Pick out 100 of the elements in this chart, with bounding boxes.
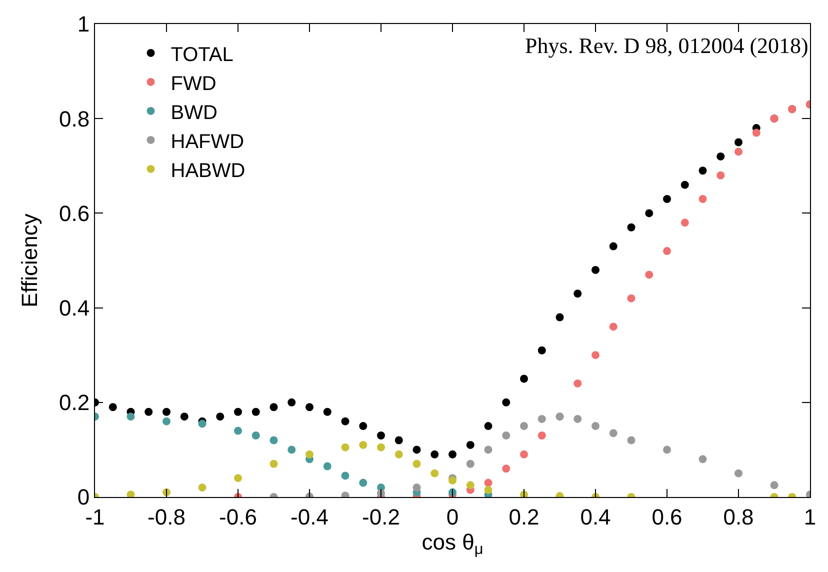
point — [412, 446, 421, 454]
point — [323, 408, 332, 416]
point — [288, 398, 296, 406]
point — [144, 408, 153, 416]
point — [394, 436, 403, 444]
point — [663, 247, 671, 256]
point — [341, 472, 350, 480]
point — [126, 412, 135, 421]
point — [734, 138, 742, 146]
point — [502, 398, 510, 406]
point — [627, 436, 636, 444]
point — [484, 446, 492, 454]
point — [592, 266, 600, 274]
y-tick-label: 0.2 — [59, 390, 90, 416]
point — [306, 450, 314, 458]
point — [198, 420, 206, 428]
point — [377, 432, 385, 440]
legend-label: HAFWD — [170, 130, 244, 153]
point — [538, 346, 546, 354]
x-tick-label: 0.4 — [580, 504, 611, 530]
point — [252, 432, 260, 440]
point — [520, 490, 528, 497]
point — [556, 313, 564, 322]
point — [306, 403, 314, 412]
point — [520, 422, 528, 430]
point — [663, 195, 671, 204]
point — [663, 446, 671, 454]
y-axis-title: Efficiency — [16, 214, 42, 308]
point — [574, 414, 582, 423]
y-tick-label: 1 — [77, 12, 90, 37]
legend-label: HABWD — [170, 160, 246, 182]
point — [234, 474, 242, 482]
legend-label: TOTAL — [170, 44, 234, 66]
point — [574, 379, 582, 388]
x-tick-label: 1 — [804, 504, 816, 530]
point — [234, 408, 242, 416]
point — [716, 152, 725, 160]
point — [680, 180, 689, 189]
point — [359, 478, 368, 487]
y-tick-label: 0.8 — [59, 106, 90, 132]
point — [162, 408, 170, 416]
x-tick-label: -0.4 — [290, 504, 328, 530]
point — [574, 290, 582, 298]
point — [752, 128, 760, 137]
point — [430, 450, 439, 458]
point — [716, 171, 725, 180]
point — [502, 464, 510, 473]
point — [216, 412, 224, 421]
y-tick-label: 0.4 — [59, 296, 90, 320]
point — [288, 446, 296, 454]
point — [520, 450, 528, 458]
point — [538, 432, 546, 440]
point — [645, 270, 654, 279]
point — [341, 417, 350, 426]
point — [770, 481, 778, 490]
x-tick-label: 0.8 — [723, 504, 754, 530]
point — [609, 242, 618, 250]
point — [162, 417, 170, 426]
point — [592, 351, 600, 360]
point — [359, 422, 368, 430]
point — [680, 218, 689, 227]
point — [180, 412, 188, 421]
y-tick-label: 0.6 — [59, 200, 90, 226]
point — [270, 460, 278, 468]
point — [341, 443, 350, 452]
x-tick-label: -0.6 — [219, 504, 257, 530]
legend-label: FWD — [170, 72, 216, 95]
annotation: Phys. Rev. D 98, 012004 (2018) — [525, 33, 808, 58]
point — [627, 223, 636, 232]
point — [448, 450, 456, 458]
point — [359, 440, 368, 449]
point — [520, 374, 528, 383]
point — [484, 422, 492, 430]
point — [394, 450, 403, 458]
point — [466, 460, 474, 468]
point — [627, 294, 636, 302]
point — [270, 403, 278, 412]
x-tick-label: 0.2 — [508, 504, 540, 530]
point — [592, 422, 600, 430]
point — [430, 469, 439, 478]
point — [538, 414, 546, 423]
point — [466, 440, 474, 449]
point — [412, 484, 421, 492]
point — [377, 489, 385, 497]
x-tick-label: -0.2 — [362, 504, 400, 530]
point — [734, 148, 742, 156]
point — [698, 195, 707, 204]
point — [126, 490, 135, 497]
legend-label: BWD — [170, 102, 218, 124]
point — [377, 443, 385, 452]
point — [484, 478, 492, 487]
point — [698, 166, 707, 175]
point — [412, 460, 421, 468]
x-tick-label: 0.6 — [652, 504, 682, 530]
point — [270, 436, 278, 444]
point — [198, 484, 206, 492]
point — [609, 322, 618, 331]
point — [466, 481, 474, 490]
point — [734, 469, 742, 478]
point — [484, 486, 492, 494]
